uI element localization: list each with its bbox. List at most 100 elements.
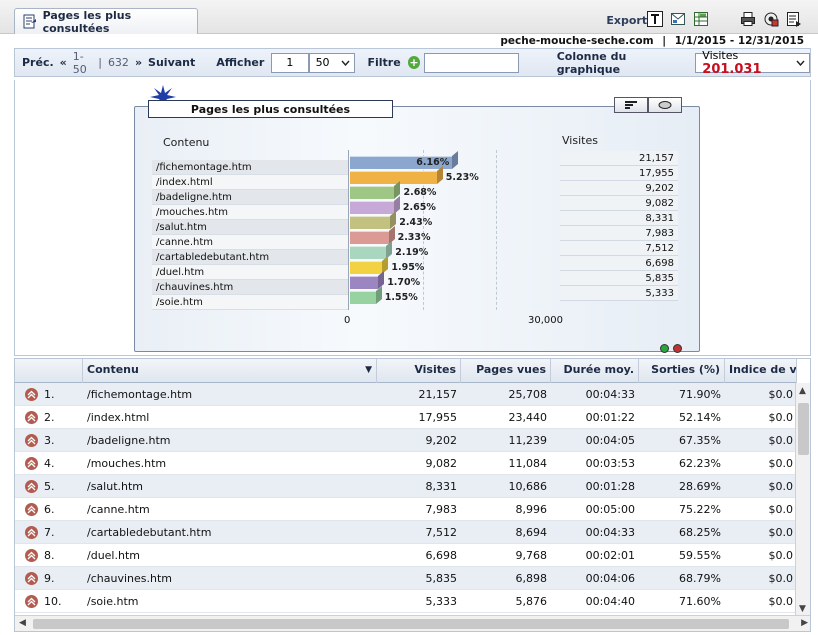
filter-input[interactable]: [424, 52, 519, 73]
collapse-row-icon[interactable]: [25, 549, 38, 562]
scroll-up-icon[interactable]: ▲: [799, 386, 806, 396]
x-tick-min: 0: [344, 315, 351, 326]
content-cell[interactable]: /mouches.htm: [87, 456, 167, 470]
value-index-cell: $0.0: [768, 387, 794, 401]
save-report-icon[interactable]: [786, 11, 803, 28]
rank-label: 2.: [44, 410, 55, 424]
collapse-row-icon[interactable]: [25, 572, 38, 585]
vertical-scroll-thumb[interactable]: [798, 403, 809, 455]
sort-descending-icon[interactable]: ▼: [365, 365, 372, 375]
x-tick-max: 30,000: [528, 315, 563, 326]
chart-bar[interactable]: [350, 285, 382, 304]
prev-arrow-icon[interactable]: «: [59, 56, 67, 69]
table-row[interactable]: 6. /canne.htm 7,983 8,996 00:05:00 75.22% $0.0: [15, 498, 797, 521]
header-avg-duration[interactable]: Durée moy.: [551, 359, 639, 383]
chart-bar[interactable]: [350, 240, 393, 259]
red-status-icon: [673, 344, 682, 353]
chart-value-label: 6,698: [560, 256, 678, 271]
bar-chart-view-icon[interactable]: [614, 97, 648, 113]
exits-cell: 59.55%: [679, 548, 721, 562]
collapse-row-icon[interactable]: [25, 434, 38, 447]
next-button[interactable]: Suivant: [148, 56, 196, 69]
header-pageviews[interactable]: Pages vues: [461, 359, 551, 383]
scroll-right-icon[interactable]: ▶: [801, 618, 808, 628]
tab-top-pages[interactable]: Pages les plus consultées: [14, 8, 198, 35]
content-cell[interactable]: /fichemontage.htm: [87, 387, 193, 401]
prev-button[interactable]: Préc.: [22, 56, 54, 69]
chart-column-value: Visites: [702, 48, 739, 62]
table-row[interactable]: 2. /index.html 17,955 23,440 00:01:22 52.14% $…: [15, 406, 797, 429]
content-cell[interactable]: /duel.htm: [87, 548, 140, 562]
chart-axis-line: [348, 150, 349, 310]
page-number-input[interactable]: 1: [271, 52, 309, 73]
rank-label: 1.: [44, 387, 55, 401]
content-cell[interactable]: /salut.htm: [87, 479, 144, 493]
content-cell[interactable]: /badeligne.htm: [87, 433, 171, 447]
chart-value-label: 17,955: [560, 166, 678, 181]
next-arrow-icon[interactable]: »: [134, 56, 143, 69]
site-separator: |: [662, 35, 667, 47]
site-name: peche-mouche-seche.com: [500, 35, 654, 47]
add-filter-icon[interactable]: +: [407, 56, 421, 69]
header-value-index[interactable]: Indice de vale: [725, 359, 797, 383]
settings-gear-icon[interactable]: [763, 11, 780, 28]
collapse-row-icon[interactable]: [25, 480, 38, 493]
content-cell[interactable]: /canne.htm: [87, 502, 150, 516]
header-visits[interactable]: Visites: [377, 359, 461, 383]
chart-bar[interactable]: [350, 270, 385, 289]
chart-value-label: 8,331: [560, 211, 678, 226]
table-row[interactable]: 7. /cartabledebutant.htm 7,512 8,694 00:04:3…: [15, 521, 797, 544]
chart-column-select[interactable]: Visites 201.031: [695, 49, 811, 77]
scroll-left-icon[interactable]: ◀: [19, 618, 26, 628]
pagination: Préc. « 1-50 | 632 » Suivant: [22, 50, 195, 76]
content-cell[interactable]: /soie.htm: [87, 594, 139, 608]
table-row[interactable]: 9. /chauvines.htm 5,835 6,898 00:04:06 68.79%…: [15, 567, 797, 590]
header-exits[interactable]: Sorties (%): [639, 359, 725, 383]
date-range[interactable]: 1/1/2015 - 12/31/2015: [674, 35, 804, 47]
collapse-row-icon[interactable]: [25, 526, 38, 539]
export-email-icon[interactable]: [670, 11, 687, 28]
exits-cell: 62.23%: [679, 456, 721, 470]
visits-cell: 21,157: [418, 387, 458, 401]
export-spreadsheet-icon[interactable]: [693, 11, 710, 28]
horizontal-scrollbar[interactable]: ◀ ▶: [15, 615, 810, 631]
chart-percent-label: 1.55%: [384, 292, 418, 303]
table-row[interactable]: 8. /duel.htm 6,698 9,768 00:02:01 59.55% $0.0: [15, 544, 797, 567]
print-icon[interactable]: [740, 11, 757, 28]
header-content[interactable]: Contenu ▼: [83, 359, 377, 383]
collapse-row-icon[interactable]: [25, 503, 38, 516]
chart-bar[interactable]: [350, 180, 401, 199]
collapse-row-icon[interactable]: [25, 411, 38, 424]
table-header: Contenu ▼ Visites Pages vues Durée moy. …: [15, 359, 797, 383]
table-row[interactable]: 3. /badeligne.htm 9,202 11,239 00:04:05 67.35…: [15, 429, 797, 452]
table-row[interactable]: 10. /soie.htm 5,333 5,876 00:04:40 71.60% $0.0: [15, 590, 797, 613]
table-row[interactable]: 5. /salut.htm 8,331 10,686 00:01:28 28.69% $0.…: [15, 475, 797, 498]
chart-bar[interactable]: [350, 210, 397, 229]
horizontal-scroll-thumb[interactable]: [33, 619, 789, 629]
vertical-scrollbar[interactable]: ▲ ▼: [795, 383, 810, 617]
chart-category-label: /cartabledebutant.htm: [152, 250, 348, 265]
collapse-row-icon[interactable]: [25, 388, 38, 401]
page-size-select[interactable]: 50: [308, 52, 356, 73]
pageviews-cell: 6,898: [515, 571, 548, 585]
report-document-icon: [23, 14, 37, 30]
exits-cell: 71.90%: [679, 387, 721, 401]
content-cell[interactable]: /cartabledebutant.htm: [87, 525, 212, 539]
page-range: 1-50: [72, 49, 87, 76]
content-cell[interactable]: /chauvines.htm: [87, 571, 172, 585]
export-text-icon[interactable]: [647, 11, 664, 28]
chart-bar[interactable]: [350, 150, 459, 169]
scroll-down-icon[interactable]: ▼: [799, 604, 806, 614]
table-row[interactable]: 4. /mouches.htm 9,082 11,084 00:03:53 62.23% $…: [15, 452, 797, 475]
chart-value-label: 9,202: [560, 181, 678, 196]
collapse-row-icon[interactable]: [25, 595, 38, 608]
chart-bar[interactable]: [350, 225, 395, 244]
exits-cell: 68.79%: [679, 571, 721, 585]
pie-chart-view-icon[interactable]: [648, 97, 682, 113]
table-row[interactable]: 1. /fichemontage.htm 21,157 25,708 00:04:33 7…: [15, 383, 797, 406]
collapse-row-icon[interactable]: [25, 457, 38, 470]
chart-bar[interactable]: [350, 195, 400, 214]
content-cell[interactable]: /index.html: [87, 410, 150, 424]
chart-bar[interactable]: [350, 165, 443, 184]
chart-bar[interactable]: [350, 255, 389, 274]
